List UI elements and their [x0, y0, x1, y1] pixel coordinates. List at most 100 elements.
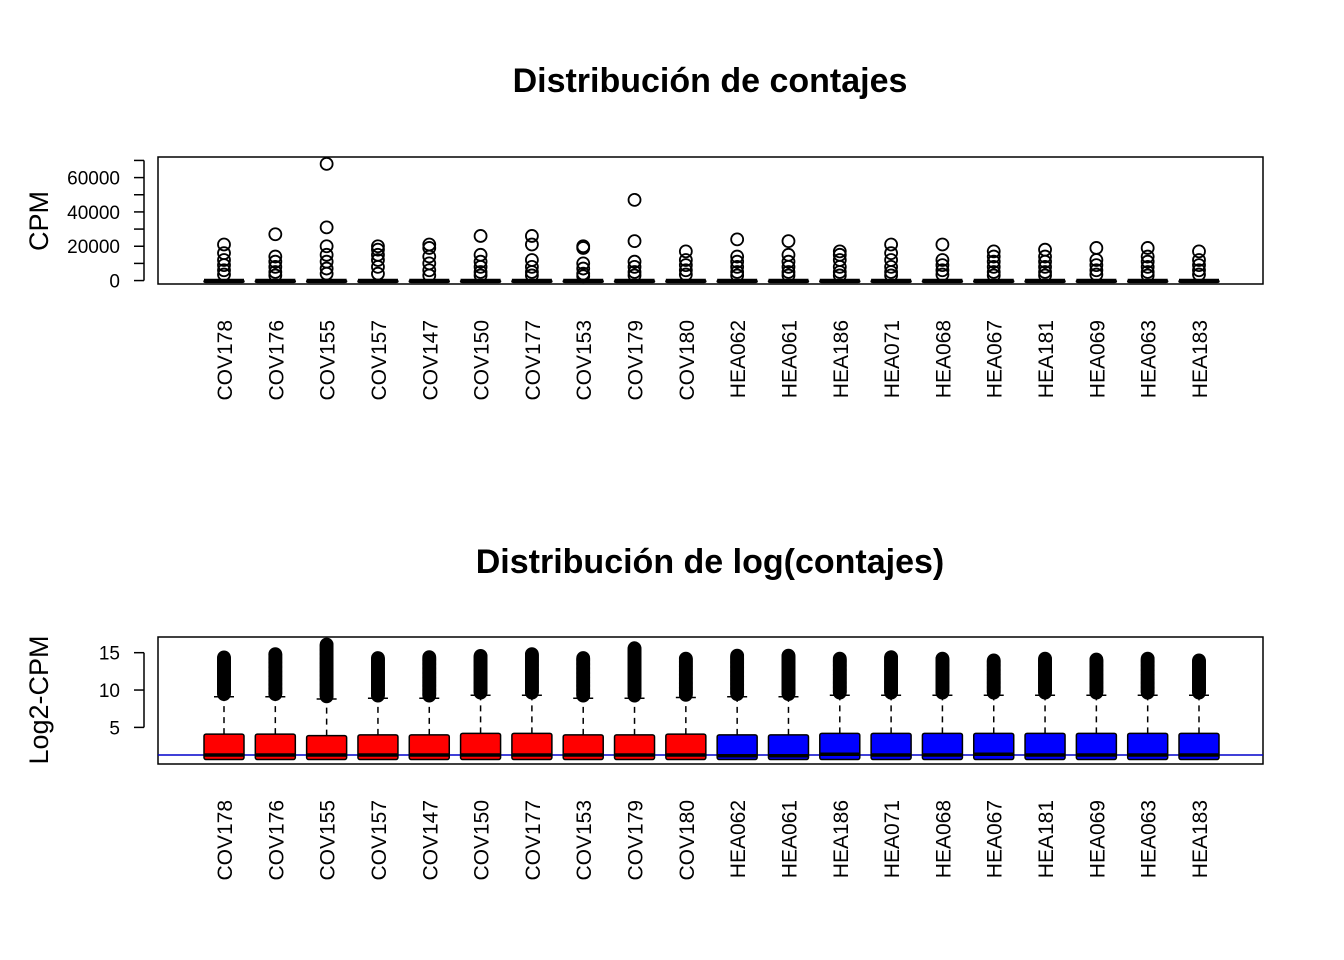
x-tick-label: HEA183 [1189, 800, 1212, 878]
x-tick-label: HEA071 [881, 320, 904, 398]
outlier-point [217, 237, 231, 252]
x-tick-label: HEA068 [932, 320, 955, 398]
plot-frame [157, 636, 1264, 765]
x-tick-label: HEA183 [1189, 320, 1212, 398]
outlier-point [884, 237, 899, 252]
outlier-point [268, 227, 283, 242]
box-COV155 [305, 156, 348, 284]
outlier-point [371, 259, 385, 274]
outlier-point [422, 241, 437, 255]
outlier-point [781, 265, 796, 279]
outlier-point [678, 253, 693, 267]
outlier-point [524, 237, 539, 252]
outlier-point [217, 263, 231, 278]
box-COV180 [665, 244, 707, 284]
outlier-point [319, 239, 334, 254]
outlier-point [986, 244, 1001, 259]
outlier-point [473, 229, 488, 243]
chart-title-log-counts: Distribución de log(contajes) [476, 543, 944, 581]
box-body [870, 732, 912, 761]
outlier-point [1140, 241, 1155, 255]
outlier-point [524, 229, 539, 243]
box-HEA071 [870, 650, 912, 761]
outlier-point [627, 259, 642, 274]
outlier-point [884, 259, 899, 274]
outlier-point [1140, 249, 1155, 264]
chart-title-counts: Distribución de contajes [513, 62, 908, 100]
box-HEA186 [819, 651, 861, 761]
box-HEA069 [1075, 241, 1118, 284]
outlier-point [935, 263, 950, 278]
outlier-point [986, 249, 1001, 264]
outlier-point [627, 254, 642, 269]
box-COV179 [613, 193, 656, 284]
box-COV155 [305, 637, 348, 761]
outlier-point [832, 244, 847, 259]
x-tick-label: COV179 [625, 800, 648, 881]
box-body [716, 734, 758, 761]
outlier-point [319, 261, 334, 276]
box-body [1178, 732, 1220, 761]
box-HEA063 [1126, 241, 1169, 284]
x-tick-label: COV177 [522, 320, 545, 401]
outlier-point [319, 156, 334, 171]
outlier-point [473, 265, 488, 279]
outlier-point [986, 265, 1001, 279]
box-HEA061 [767, 648, 810, 761]
outlier-point [1089, 263, 1104, 278]
box-COV180 [665, 651, 707, 761]
box-HEA067 [972, 244, 1015, 284]
x-tick-label: COV178 [214, 320, 237, 401]
outlier-point [678, 258, 693, 273]
x-tick-label: COV176 [265, 800, 288, 881]
x-tick-label: HEA071 [881, 800, 904, 878]
x-tick-label: HEA067 [984, 320, 1007, 398]
x-tick-label: HEA063 [1138, 320, 1161, 398]
box-body [511, 732, 553, 761]
outlier-point [422, 263, 437, 278]
outlier-point [1089, 241, 1104, 255]
x-tick-label: COV157 [368, 800, 391, 881]
outlier-point [884, 265, 899, 279]
outlier-point [1038, 259, 1052, 274]
x-tick-label: HEA181 [1035, 800, 1058, 878]
outlier-point [1089, 253, 1104, 267]
outlier-point [1089, 652, 1104, 667]
box-body [921, 732, 964, 761]
x-tick-label: COV179 [625, 320, 648, 401]
outlier-point [524, 259, 539, 274]
outlier-point [832, 259, 847, 274]
x-tick-label: HEA069 [1086, 320, 1109, 398]
x-tick-label: HEA062 [727, 800, 750, 878]
x-tick-label: HEA061 [778, 320, 801, 398]
box-HEA183 [1178, 653, 1220, 761]
outlier-point [268, 265, 283, 279]
outlier-point [986, 254, 1001, 269]
box-COV153 [562, 651, 604, 761]
outlier-point [1192, 258, 1206, 273]
box-COV177 [511, 229, 553, 284]
outlier-point [268, 259, 283, 274]
box-body [1126, 732, 1169, 761]
x-tick-label: HEA067 [984, 800, 1007, 878]
outlier-point [935, 651, 950, 666]
outlier-point [730, 648, 745, 663]
y-tick-label: 5 [109, 718, 120, 739]
x-tick-label: COV178 [214, 800, 237, 881]
outlier-point [678, 244, 693, 259]
box-HEA181 [1024, 651, 1066, 761]
outlier-point [371, 239, 385, 254]
outlier-point [884, 650, 899, 665]
outlier-point [627, 193, 642, 207]
box-HEA067 [972, 653, 1015, 761]
outlier-point [627, 265, 642, 279]
outlier-point [217, 253, 231, 267]
outlier-point [319, 247, 334, 262]
box-HEA069 [1075, 652, 1118, 761]
outlier-point [524, 647, 539, 662]
box-COV157 [357, 651, 399, 761]
outlier-point [730, 249, 745, 264]
outlier-point [1140, 265, 1155, 279]
x-tick-label: HEA063 [1138, 800, 1161, 878]
